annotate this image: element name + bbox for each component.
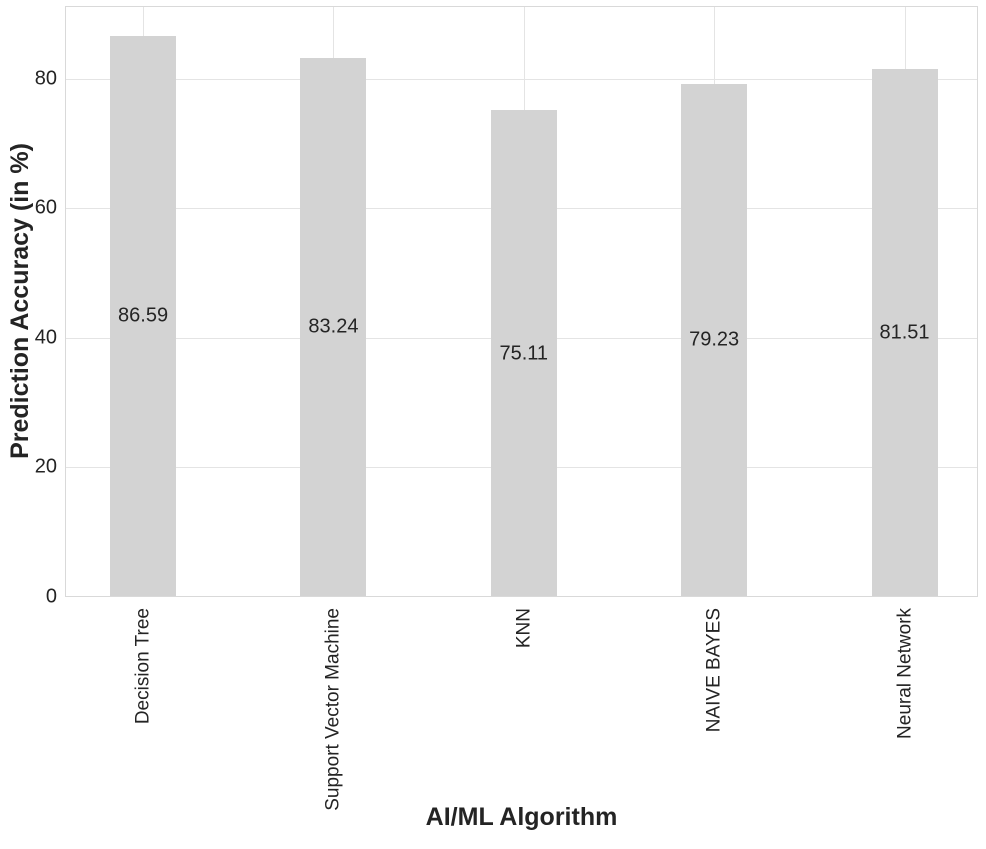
y-gridline-80 bbox=[65, 78, 978, 80]
y-axis-title: Prediction Accuracy (in %) bbox=[6, 143, 34, 459]
x-tick-label-3: NAIVE BAYES bbox=[703, 608, 725, 733]
x-tick-label-4: Neural Network bbox=[894, 608, 915, 739]
bar-value-label-0: 86.59 bbox=[118, 304, 169, 327]
bar-1 bbox=[300, 57, 367, 597]
bar-value-label-4: 81.51 bbox=[879, 321, 930, 344]
bar-value-label-2: 75.11 bbox=[499, 342, 549, 365]
x-tick-label-2: KNN bbox=[513, 608, 535, 649]
y-tick-label-80: 80 bbox=[34, 67, 57, 90]
bars-layer: 86.59 83.24 75.11 79.23 81.51 bbox=[65, 6, 978, 597]
y-tick-label-20: 20 bbox=[34, 455, 57, 478]
y-tick-label-40: 40 bbox=[34, 326, 57, 349]
bar-4 bbox=[871, 68, 938, 597]
x-tick-label-0: Decision Tree bbox=[132, 608, 154, 725]
bar-3 bbox=[681, 83, 748, 597]
x-axis-title: AI/ML Algorithm bbox=[425, 803, 618, 831]
bar-value-label-1: 83.24 bbox=[308, 315, 359, 338]
y-tick-label-60: 60 bbox=[34, 196, 57, 219]
bar-2 bbox=[490, 110, 557, 597]
bar-value-label-3: 79.23 bbox=[689, 328, 740, 351]
bar-0 bbox=[110, 35, 177, 597]
y-tick-label-0: 0 bbox=[45, 585, 57, 608]
x-tick-label-1: Support Vector Machine bbox=[322, 608, 344, 811]
plot-area: 86.59 83.24 75.11 79.23 81.51 bbox=[65, 6, 978, 597]
